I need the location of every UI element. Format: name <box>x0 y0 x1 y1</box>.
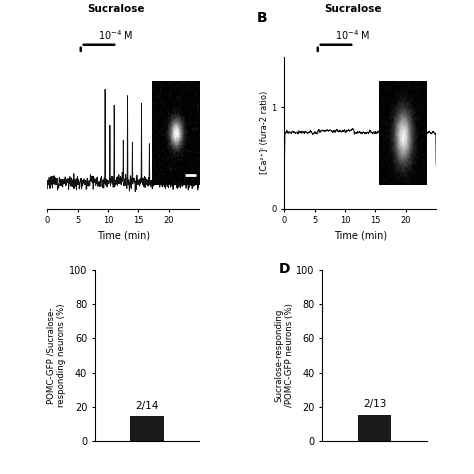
Text: Sucralose: Sucralose <box>324 4 382 14</box>
Text: 10$^{-4}$ M: 10$^{-4}$ M <box>98 28 133 42</box>
Y-axis label: [Ca²⁺]ᴵ (fura-2 ratio): [Ca²⁺]ᴵ (fura-2 ratio) <box>260 91 269 174</box>
Text: B: B <box>257 11 268 26</box>
Text: 2/13: 2/13 <box>363 400 386 410</box>
Text: Sucralose: Sucralose <box>87 4 145 14</box>
Text: D: D <box>279 262 290 276</box>
Y-axis label: POMC-GFP /Sucralose-
responding neurons (%): POMC-GFP /Sucralose- responding neurons … <box>46 304 66 407</box>
X-axis label: Time (min): Time (min) <box>334 231 387 241</box>
Bar <box>130 417 164 441</box>
X-axis label: Time (min): Time (min) <box>97 231 150 241</box>
Y-axis label: Sucralose-responding
/POMC-GFP neurons (%): Sucralose-responding /POMC-GFP neurons (… <box>274 303 293 408</box>
Bar <box>358 415 391 441</box>
Text: 10$^{-4}$ M: 10$^{-4}$ M <box>335 28 370 42</box>
Text: 2/14: 2/14 <box>135 401 159 411</box>
